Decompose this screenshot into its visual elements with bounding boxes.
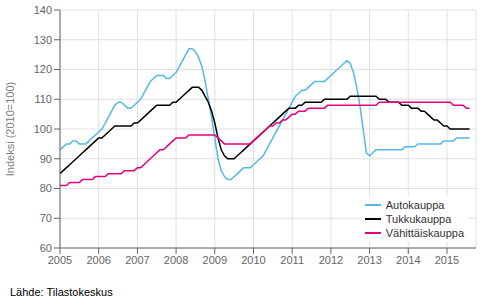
svg-text:Indeksi (2010=100): Indeksi (2010=100) xyxy=(8,82,16,176)
svg-text:2006: 2006 xyxy=(86,254,110,266)
svg-text:2014: 2014 xyxy=(396,254,420,266)
svg-text:2015: 2015 xyxy=(435,254,459,266)
svg-text:120: 120 xyxy=(34,63,52,75)
svg-text:130: 130 xyxy=(34,34,52,46)
html-text:Vähittäiskauppa: Vähittäiskauppa xyxy=(385,227,464,239)
svg-text:140: 140 xyxy=(34,4,52,16)
html-text:Tukkukauppa: Tukkukauppa xyxy=(385,213,452,225)
svg-text:110: 110 xyxy=(34,93,52,105)
svg-text:100: 100 xyxy=(34,123,52,135)
html-text:Lähde: Tilastokeskus: Lähde: Tilastokeskus xyxy=(10,286,113,298)
svg-text:2005: 2005 xyxy=(48,254,72,266)
svg-text:2008: 2008 xyxy=(164,254,188,266)
svg-text:2013: 2013 xyxy=(357,254,381,266)
svg-text:2009: 2009 xyxy=(203,254,227,266)
svg-text:2010: 2010 xyxy=(241,254,265,266)
svg-text:2007: 2007 xyxy=(125,254,149,266)
svg-text:2012: 2012 xyxy=(319,254,343,266)
svg-text:80: 80 xyxy=(40,182,52,194)
html-text:Autokauppa: Autokauppa xyxy=(385,199,445,211)
svg-text:60: 60 xyxy=(40,242,52,254)
svg-text:70: 70 xyxy=(40,212,52,224)
svg-text:2011: 2011 xyxy=(280,254,304,266)
svg-text:90: 90 xyxy=(40,153,52,165)
